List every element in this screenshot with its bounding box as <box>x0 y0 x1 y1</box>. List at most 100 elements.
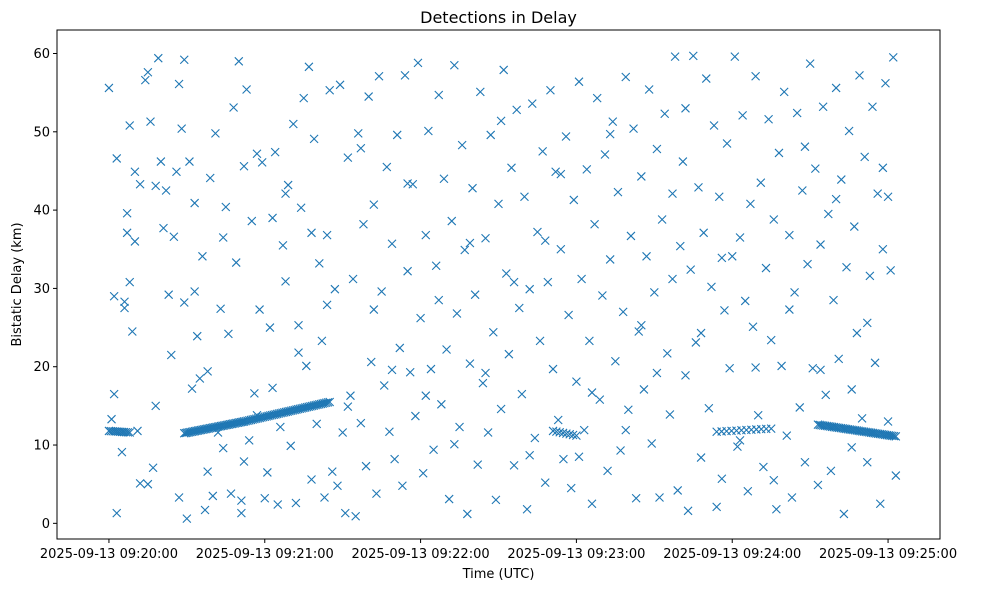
data-point <box>133 426 142 436</box>
data-point <box>291 498 301 508</box>
data-point <box>787 493 797 502</box>
data-point <box>717 253 727 263</box>
data-point <box>875 499 885 509</box>
data-point <box>258 412 268 422</box>
data-point <box>205 173 215 183</box>
data-point <box>353 128 363 138</box>
data-point <box>174 79 184 89</box>
data-point <box>151 181 161 191</box>
data-point <box>335 80 345 90</box>
data-point <box>250 414 259 424</box>
data-point <box>143 67 153 77</box>
data-point <box>861 427 871 437</box>
data-point <box>784 230 794 240</box>
data-point <box>564 310 574 320</box>
data-point <box>618 307 628 317</box>
data-point <box>211 128 220 138</box>
data-point <box>735 233 745 242</box>
data-point <box>247 216 257 226</box>
data-point <box>140 75 150 85</box>
data-point <box>540 478 550 488</box>
data-point <box>244 435 254 445</box>
data-point <box>274 409 284 418</box>
data-point <box>856 426 865 436</box>
data-point <box>242 85 251 94</box>
data-point <box>190 287 200 296</box>
x-tick-label: 2025-09-13 09:22:00 <box>352 547 490 562</box>
data-point <box>320 398 329 408</box>
data-point <box>418 468 428 478</box>
data-point <box>842 262 851 272</box>
data-point <box>359 219 368 229</box>
data-point <box>307 401 317 411</box>
data-point <box>239 161 249 171</box>
data-point <box>177 124 187 134</box>
data-point <box>691 338 701 347</box>
data-point <box>585 336 594 346</box>
data-point <box>803 259 812 269</box>
data-point <box>238 417 247 427</box>
data-point <box>686 265 696 275</box>
data-point <box>864 428 874 437</box>
data-point <box>499 65 509 75</box>
data-point <box>652 144 662 154</box>
data-point <box>657 215 667 224</box>
data-point <box>224 329 233 339</box>
data-point <box>626 231 636 241</box>
data-point <box>226 489 236 498</box>
data-point <box>382 162 392 172</box>
data-point <box>483 428 493 437</box>
data-point <box>314 258 324 268</box>
data-point <box>699 228 709 238</box>
data-point <box>849 222 859 231</box>
data-point <box>836 175 846 184</box>
data-point <box>668 189 677 199</box>
x-tick-label: 2025-09-13 09:20:00 <box>40 547 178 562</box>
data-point <box>764 114 773 124</box>
data-point <box>465 238 475 248</box>
data-point <box>117 447 127 457</box>
data-point <box>387 365 397 375</box>
data-point <box>299 93 309 103</box>
data-point <box>823 209 833 219</box>
data-point <box>442 345 451 354</box>
data-point <box>434 295 444 305</box>
data-point <box>468 183 477 193</box>
data-point <box>857 414 867 423</box>
data-point <box>400 71 410 80</box>
data-point <box>559 454 568 464</box>
data-point <box>623 405 633 415</box>
data-point <box>343 402 353 412</box>
data-point <box>121 427 131 437</box>
data-point <box>735 435 745 445</box>
data-point <box>642 251 651 261</box>
data-point <box>413 58 423 68</box>
data-point <box>275 422 285 432</box>
data-point <box>234 56 244 66</box>
data-point <box>313 400 322 410</box>
data-point <box>203 467 213 477</box>
data-point <box>813 420 823 430</box>
data-point <box>854 426 864 436</box>
data-point <box>582 164 592 174</box>
data-point <box>221 202 231 212</box>
data-point <box>429 445 438 455</box>
data-point <box>603 466 612 476</box>
data-point <box>218 443 228 453</box>
data-point <box>182 514 192 524</box>
data-point <box>769 475 779 485</box>
data-point <box>836 423 846 433</box>
data-point <box>875 429 885 439</box>
data-point <box>555 427 565 437</box>
data-point <box>579 425 589 435</box>
data-point <box>146 117 155 127</box>
data-point <box>756 178 766 188</box>
data-point <box>449 60 459 70</box>
data-point <box>862 318 872 328</box>
data-point <box>166 350 176 360</box>
data-point <box>340 508 350 518</box>
data-point <box>135 479 145 488</box>
data-point <box>880 430 890 440</box>
data-point <box>859 427 869 437</box>
data-point <box>229 103 238 112</box>
